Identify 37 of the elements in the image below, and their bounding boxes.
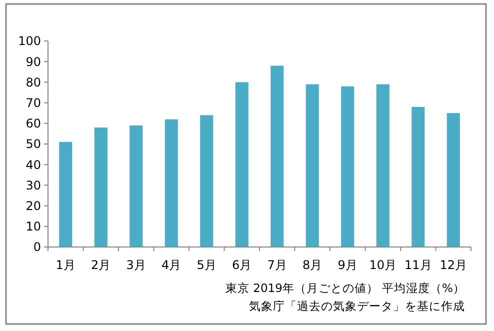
x-tick-label: 11月: [404, 258, 432, 272]
bar: [306, 84, 319, 247]
text: 東京 2019年（月ごとの値） 平均湿度（%）: [225, 281, 465, 295]
bar: [270, 66, 284, 247]
bar: [235, 82, 248, 247]
bar: [376, 84, 390, 247]
y-tick-label: 40: [26, 158, 41, 172]
y-tick-label: 20: [26, 199, 41, 213]
y-tick-label: 100: [18, 34, 41, 48]
bar: [164, 119, 178, 247]
x-tick-label: 2月: [91, 258, 111, 272]
bar: [412, 106, 425, 247]
x-tick-label: 7月: [267, 258, 287, 272]
text: 気象庁「過去の気象データ」を基に作成: [249, 299, 465, 313]
x-tick-label: 1月: [56, 258, 76, 272]
y-tick-label: 10: [26, 220, 41, 234]
x-tick-label: 5月: [196, 258, 216, 272]
x-tick-label: 9月: [338, 258, 358, 272]
y-tick-label: 90: [26, 54, 41, 69]
bar: [200, 115, 214, 247]
y-tick-label: 50: [26, 137, 41, 152]
bar: [341, 86, 354, 247]
x-tick-label: 3月: [126, 258, 146, 272]
bar: [446, 113, 460, 247]
y-tick-label: 0: [33, 240, 41, 254]
y-tick-label: 80: [26, 75, 41, 90]
x-tick-label: 4月: [162, 258, 182, 272]
bar: [94, 128, 108, 247]
x-tick-label: 12月: [440, 258, 468, 272]
y-tick-label: 30: [26, 178, 41, 192]
bar: [59, 142, 72, 247]
bar: [130, 125, 143, 247]
x-tick-label: 6月: [232, 258, 252, 272]
x-tick-label: 8月: [302, 258, 322, 272]
y-tick-label: 60: [26, 116, 41, 131]
x-tick-label: 10月: [369, 258, 397, 272]
y-tick-label: 70: [26, 96, 41, 110]
